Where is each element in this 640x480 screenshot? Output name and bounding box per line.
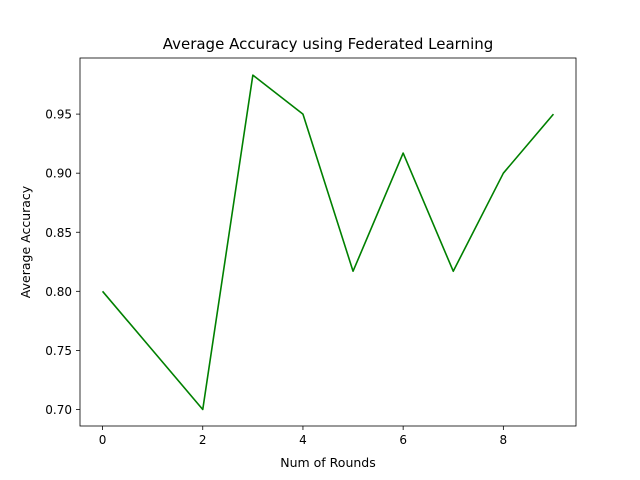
y-tick-label: 0.95: [45, 108, 72, 122]
x-tick-label: 4: [299, 433, 307, 447]
x-tick-label: 6: [399, 433, 407, 447]
x-tick-label: 2: [199, 433, 207, 447]
x-tick-label: 0: [99, 433, 107, 447]
y-tick-label: 0.80: [45, 285, 72, 299]
y-tick-label: 0.75: [45, 344, 72, 358]
series-line-0: [101, 74, 555, 411]
y-tick-label: 0.70: [45, 403, 72, 417]
x-tick-label: 8: [500, 433, 508, 447]
y-tick-label: 0.90: [45, 167, 72, 181]
plot-area: 0 2 4 6 8 0.70 0.75 0.80 0.85 0.90 0.95: [45, 57, 577, 447]
x-axis-label: Num of Rounds: [280, 455, 376, 470]
chart-title: Average Accuracy using Federated Learnin…: [163, 35, 494, 53]
y-axis-label: Average Accuracy: [18, 185, 33, 298]
axes-frame: [79, 57, 577, 427]
y-tick-label: 0.85: [45, 226, 72, 240]
